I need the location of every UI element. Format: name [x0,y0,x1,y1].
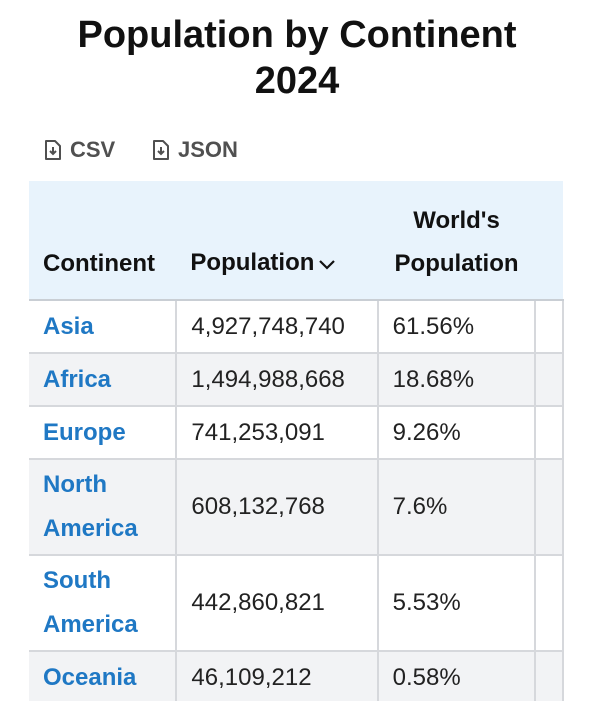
share-cell: 18.68% [376,352,537,407]
population-cell: 608,132,768 [175,458,379,556]
continent-name-line: North [43,471,107,498]
json-download-label: JSON [178,137,238,162]
share-cell: 0.58% [376,650,537,701]
csv-download-button[interactable]: CSV [44,133,115,167]
population-cell: 4,927,748,740 [175,299,379,354]
column-header-world-share[interactable]: World's Population [377,181,536,301]
share-cell: 5.53% [376,554,537,652]
column-header-label: Continent [43,250,155,277]
continent-name-line: America [43,515,138,542]
continent-link[interactable]: Europe [29,405,178,460]
share-cell: 7.6% [376,458,537,556]
table-row: North America 608,132,768 7.6% [29,458,564,556]
overflow-cell [534,405,564,460]
table-row: Oceania 46,109,212 0.58% [29,650,564,701]
share-cell: 61.56% [376,299,537,354]
page-title: Population by Continent 2024 [0,12,594,104]
share-cell: 9.26% [376,405,537,460]
chevron-down-icon [318,242,336,285]
column-header-label: Population [394,250,519,277]
population-cell: 741,253,091 [175,405,379,460]
csv-download-label: CSV [70,137,116,162]
continent-name-line: America [43,611,138,638]
continent-link[interactable]: Asia [29,299,178,354]
overflow-cell [534,299,564,354]
title-line-1: Population by Continent [77,14,517,56]
continent-name: Europe [43,418,126,446]
column-header-overflow [535,181,563,301]
table-row: South America 442,860,821 5.53% [29,554,564,652]
continent-link[interactable]: Oceania [29,650,178,701]
file-download-icon [152,140,170,160]
continent-link[interactable]: North America [29,458,178,556]
table-row: Africa 1,494,988,668 18.68% [29,352,564,407]
file-download-icon [44,140,62,160]
population-table-container[interactable]: Continent Population World's Population … [29,181,564,701]
overflow-cell [534,650,564,701]
continent-name-line: South [43,567,111,594]
continent-link[interactable]: South America [29,554,178,652]
table-row: Asia 4,927,748,740 61.56% [29,299,564,354]
population-cell: 46,109,212 [175,650,379,701]
column-header-label: World's [413,207,500,234]
population-cell: 1,494,988,668 [175,352,379,407]
title-line-2: 2024 [254,60,340,102]
overflow-cell [534,458,564,556]
continent-name: Asia [43,312,94,340]
table-row: Europe 741,253,091 9.26% [29,405,564,460]
table-header-row: Continent Population World's Population [29,181,563,301]
continent-link[interactable]: Africa [29,352,178,407]
continent-name: Oceania [43,663,137,691]
column-header-label: Population [190,248,315,276]
population-table: Continent Population World's Population … [29,181,564,701]
column-header-population[interactable]: Population [176,181,378,301]
column-header-continent[interactable]: Continent [29,181,177,301]
continent-name: Africa [43,365,112,393]
population-cell: 442,860,821 [175,554,379,652]
json-download-button[interactable]: JSON [152,133,238,167]
overflow-cell [534,352,564,407]
overflow-cell [534,554,564,652]
